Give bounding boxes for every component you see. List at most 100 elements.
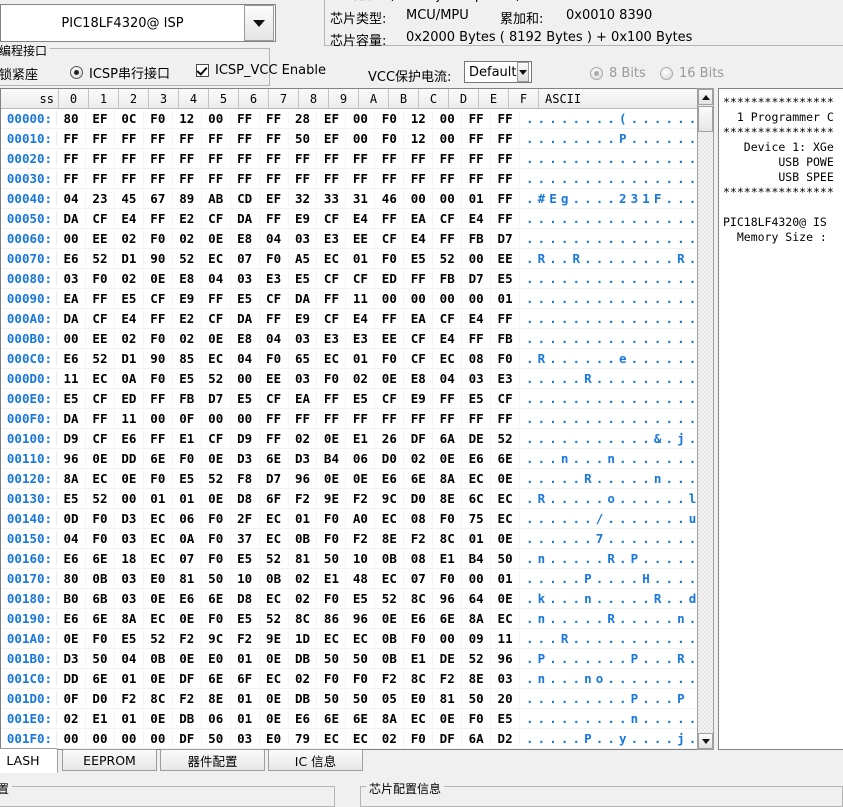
- hex-byte-cell[interactable]: 01: [346, 251, 376, 266]
- hex-byte-cell[interactable]: 11: [115, 411, 144, 426]
- hex-byte-cell[interactable]: 00: [144, 731, 173, 746]
- hex-byte-cell[interactable]: 6A: [433, 431, 463, 446]
- hex-row-ascii[interactable]: ......7.........: [526, 531, 712, 546]
- hex-byte-cell[interactable]: EC: [86, 471, 115, 486]
- hex-byte-cell[interactable]: EC: [144, 511, 173, 526]
- hex-byte-cell[interactable]: FF: [462, 171, 492, 186]
- hex-byte-cell[interactable]: FF: [375, 171, 405, 186]
- hex-byte-cell[interactable]: 8E: [375, 531, 405, 546]
- tab-ic-info[interactable]: IC 信息: [268, 749, 363, 771]
- icsp-vcc-enable-checkbox[interactable]: ICSP_VCC Enable: [196, 63, 326, 78]
- hex-byte-cell[interactable]: 8E: [433, 491, 463, 506]
- hex-byte-cell[interactable]: E1: [346, 431, 376, 446]
- hex-row[interactable]: 00000: 80 EF 0C F0 12 00 FF FF 28 EF 00 F0 12 00 FF FF..…: [1, 109, 712, 129]
- hex-row[interactable]: 00180: B0 6B 03 0E E6 6E D8 EC 02 F0 E5 52 8C 96 64 0E .k…: [1, 589, 712, 609]
- hex-byte-cell[interactable]: FF: [115, 131, 144, 146]
- hex-byte-cell[interactable]: 02: [404, 451, 434, 466]
- checkbox-icon[interactable]: [196, 64, 209, 77]
- hex-byte-cell[interactable]: F2: [173, 691, 202, 706]
- hex-byte-cell[interactable]: 01: [289, 511, 318, 526]
- hex-byte-cell[interactable]: E6: [115, 431, 144, 446]
- hex-byte-cell[interactable]: FF: [231, 131, 260, 146]
- hex-row-ascii[interactable]: ................: [526, 391, 712, 406]
- hex-byte-cell[interactable]: 9E: [317, 491, 347, 506]
- hex-row[interactable]: 00060: 00 EE 02 F0 02 0E E8 04 03 E3 EE CF E4 FF FB D7..…: [1, 229, 712, 249]
- hex-byte-cell[interactable]: EC: [260, 531, 289, 546]
- hex-byte-cell[interactable]: 9C: [202, 631, 231, 646]
- hex-byte-cell[interactable]: 6E: [433, 611, 463, 626]
- hex-byte-cell[interactable]: 23: [86, 191, 115, 206]
- hex-byte-cell[interactable]: 80: [57, 571, 86, 586]
- hex-byte-cell[interactable]: DB: [289, 651, 318, 666]
- hex-byte-cell[interactable]: FF: [86, 291, 115, 306]
- hex-byte-cell[interactable]: 00: [57, 731, 86, 746]
- hex-byte-cell[interactable]: 6A: [462, 731, 492, 746]
- hex-byte-cell[interactable]: 52: [433, 251, 463, 266]
- hex-row[interactable]: 00090: EA FF E5 CF E9 FF E5 CF DA FF 11 00 00 00 00 01..…: [1, 289, 712, 309]
- hex-byte-cell[interactable]: E5: [491, 711, 521, 726]
- hex-byte-cell[interactable]: FF: [317, 171, 347, 186]
- hex-byte-cell[interactable]: F0: [144, 471, 173, 486]
- hex-byte-cell[interactable]: DA: [57, 211, 86, 226]
- hex-byte-cell[interactable]: 52: [260, 551, 289, 566]
- hex-byte-cell[interactable]: 90: [144, 251, 173, 266]
- hex-byte-cell[interactable]: FF: [202, 171, 231, 186]
- hex-byte-cell[interactable]: 8C: [404, 591, 434, 606]
- hex-byte-cell[interactable]: FF: [491, 411, 521, 426]
- hex-byte-cell[interactable]: F0: [260, 351, 289, 366]
- hex-byte-cell[interactable]: F0: [346, 671, 376, 686]
- hex-byte-cell[interactable]: 67: [144, 191, 173, 206]
- hex-byte-cell[interactable]: 00: [433, 131, 463, 146]
- hex-byte-cell[interactable]: F0: [317, 531, 347, 546]
- vcc-protect-current-select[interactable]: Default: [464, 61, 532, 83]
- tab-device-config[interactable]: 器件配置: [160, 749, 265, 771]
- hex-byte-cell[interactable]: D3: [231, 451, 260, 466]
- hex-byte-cell[interactable]: DD: [115, 451, 144, 466]
- hex-byte-cell[interactable]: 10: [231, 571, 260, 586]
- hex-row[interactable]: 00030: FF FF FF FF FF FF FF FF FF FF FF FF FF FF FF FF..…: [1, 169, 712, 189]
- hex-byte-cell[interactable]: 00: [433, 631, 463, 646]
- hex-byte-cell[interactable]: FF: [433, 231, 463, 246]
- hex-byte-cell[interactable]: 12: [173, 111, 202, 126]
- hex-byte-cell[interactable]: FF: [346, 411, 376, 426]
- hex-byte-cell[interactable]: 50: [317, 551, 347, 566]
- hex-byte-cell[interactable]: AB: [202, 191, 231, 206]
- chevron-down-icon[interactable]: [516, 62, 529, 82]
- hex-byte-cell[interactable]: F0: [144, 331, 173, 346]
- hex-byte-cell[interactable]: CF: [260, 291, 289, 306]
- hex-byte-cell[interactable]: 50: [86, 651, 115, 666]
- hex-byte-cell[interactable]: D8: [231, 591, 260, 606]
- hex-byte-cell[interactable]: FF: [289, 171, 318, 186]
- hex-byte-cell[interactable]: FF: [202, 151, 231, 166]
- hex-byte-cell[interactable]: E1: [86, 711, 115, 726]
- hex-byte-cell[interactable]: E4: [404, 231, 434, 246]
- hex-byte-cell[interactable]: 0E: [173, 651, 202, 666]
- hex-byte-cell[interactable]: 96: [346, 611, 376, 626]
- hex-byte-cell[interactable]: 89: [173, 191, 202, 206]
- hex-byte-cell[interactable]: D9: [231, 431, 260, 446]
- hex-byte-cell[interactable]: D1: [115, 351, 144, 366]
- hex-byte-cell[interactable]: 50: [202, 731, 231, 746]
- hex-byte-cell[interactable]: 08: [404, 551, 434, 566]
- hex-byte-cell[interactable]: DB: [289, 691, 318, 706]
- hex-byte-cell[interactable]: EC: [491, 611, 521, 626]
- hex-byte-cell[interactable]: FF: [491, 311, 521, 326]
- hex-byte-cell[interactable]: CF: [86, 431, 115, 446]
- hex-byte-cell[interactable]: 04: [260, 331, 289, 346]
- hex-byte-cell[interactable]: EF: [317, 131, 347, 146]
- hex-row[interactable]: 000F0: DA FF 11 00 0F 00 00 FF FF FF FF FF FF FF FF FF..…: [1, 409, 712, 429]
- bits-8-radio[interactable]: 8 Bits: [590, 66, 646, 81]
- hex-byte-cell[interactable]: D9: [57, 431, 86, 446]
- hex-row-ascii[interactable]: .........n.....R: [526, 711, 712, 726]
- hex-byte-cell[interactable]: 03: [115, 571, 144, 586]
- hex-byte-cell[interactable]: FF: [260, 431, 289, 446]
- hex-byte-cell[interactable]: 11: [57, 371, 86, 386]
- hex-byte-cell[interactable]: EE: [346, 231, 376, 246]
- hex-byte-cell[interactable]: FB: [433, 271, 463, 286]
- hex-byte-cell[interactable]: FF: [115, 151, 144, 166]
- hex-row[interactable]: 001F0: 00 00 00 00 DF 50 03 E0 79 EC EC 02 F0 DF 6A D2..…: [1, 729, 712, 749]
- hex-row[interactable]: 00190: E6 6E 8A EC 0E F0 E5 52 8C 86 96 0E E6 6E 8A EC .n…: [1, 609, 712, 629]
- hex-byte-cell[interactable]: FF: [144, 311, 173, 326]
- hex-byte-cell[interactable]: F2: [346, 531, 376, 546]
- hex-byte-cell[interactable]: 33: [317, 191, 347, 206]
